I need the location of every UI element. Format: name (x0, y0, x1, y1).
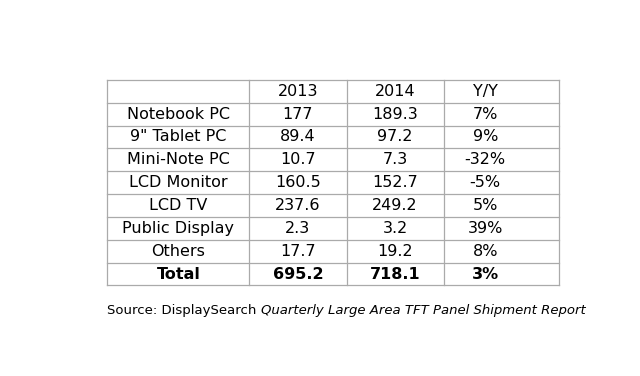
Text: 3%: 3% (472, 267, 499, 282)
Text: -32%: -32% (465, 152, 506, 167)
Text: 17.7: 17.7 (280, 244, 316, 259)
Text: 152.7: 152.7 (372, 175, 418, 190)
Text: Source: DisplaySearch: Source: DisplaySearch (108, 303, 261, 317)
Text: 97.2: 97.2 (377, 129, 413, 144)
Text: 19.2: 19.2 (377, 244, 413, 259)
Text: 5%: 5% (472, 198, 498, 213)
Text: 89.4: 89.4 (280, 129, 316, 144)
Text: 718.1: 718.1 (370, 267, 420, 282)
Text: -5%: -5% (470, 175, 501, 190)
Text: 177: 177 (283, 107, 313, 121)
Text: Y/Y: Y/Y (473, 84, 498, 99)
Text: 237.6: 237.6 (275, 198, 321, 213)
Text: 8%: 8% (472, 244, 498, 259)
Text: LCD TV: LCD TV (149, 198, 207, 213)
Text: Mini-Note PC: Mini-Note PC (127, 152, 230, 167)
Text: 10.7: 10.7 (280, 152, 316, 167)
Text: 2.3: 2.3 (285, 221, 310, 236)
Text: LCD Monitor: LCD Monitor (129, 175, 228, 190)
Text: 9%: 9% (472, 129, 498, 144)
Text: 2013: 2013 (278, 84, 318, 99)
Text: Others: Others (152, 244, 205, 259)
Text: Quarterly Large Area TFT Panel Shipment Report: Quarterly Large Area TFT Panel Shipment … (261, 303, 586, 317)
Text: Notebook PC: Notebook PC (127, 107, 230, 121)
Text: 9" Tablet PC: 9" Tablet PC (130, 129, 227, 144)
Text: 3.2: 3.2 (382, 221, 408, 236)
Text: 7%: 7% (472, 107, 498, 121)
Text: Public Display: Public Display (122, 221, 234, 236)
Text: 189.3: 189.3 (372, 107, 418, 121)
Text: 7.3: 7.3 (382, 152, 408, 167)
Text: Total: Total (156, 267, 200, 282)
Text: 160.5: 160.5 (275, 175, 321, 190)
Text: 2014: 2014 (374, 84, 415, 99)
Text: 695.2: 695.2 (273, 267, 323, 282)
Text: 39%: 39% (468, 221, 503, 236)
Text: 249.2: 249.2 (372, 198, 418, 213)
